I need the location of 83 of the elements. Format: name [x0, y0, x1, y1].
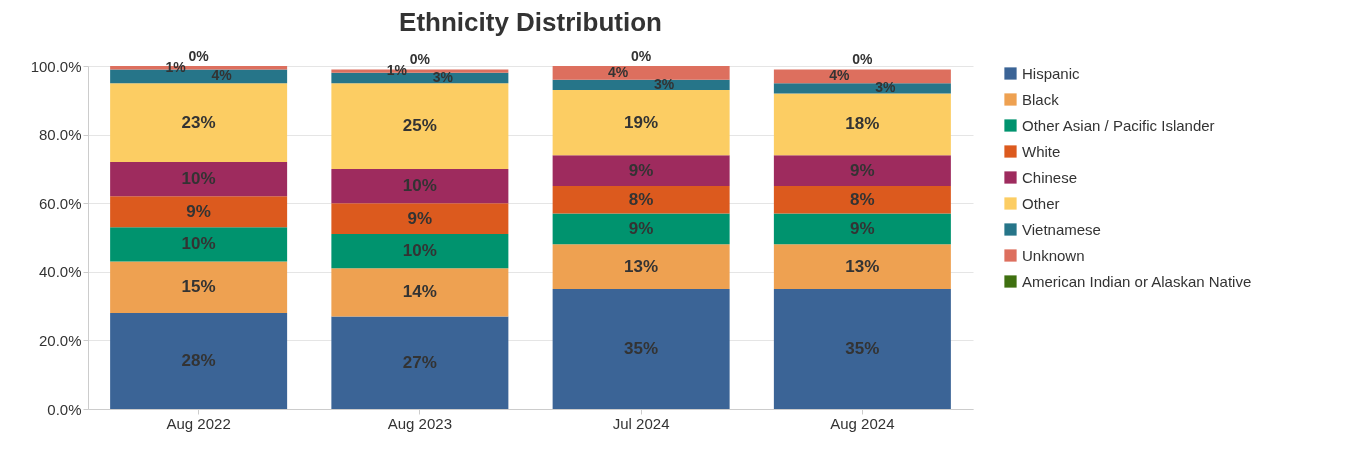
data-label: 19% — [624, 112, 659, 132]
bar — [773, 288, 951, 409]
data-label: 15% — [181, 277, 216, 297]
data-label: 18% — [845, 114, 880, 134]
bar — [552, 79, 730, 91]
bar — [552, 66, 730, 80]
bar — [331, 316, 509, 409]
bar — [773, 213, 951, 245]
bar — [110, 312, 288, 409]
bar — [331, 203, 509, 235]
bar — [552, 244, 730, 289]
legend-label: Vietnamese — [1022, 220, 1101, 238]
data-label: 13% — [624, 256, 659, 276]
bar — [773, 83, 951, 94]
bar — [331, 234, 509, 269]
legend-label: Hispanic — [1022, 64, 1081, 82]
bar — [552, 213, 730, 245]
x-tick-label: Jul 2024 — [612, 414, 670, 432]
y-tick-label: 80.0% — [38, 126, 82, 144]
legend-label: White — [1022, 142, 1061, 160]
data-label: 10% — [181, 234, 216, 254]
data-label: 9% — [628, 218, 654, 238]
bar — [110, 162, 288, 197]
bar — [552, 155, 730, 187]
legend-label: Chinese — [1022, 168, 1078, 186]
bar — [110, 83, 288, 163]
bar — [110, 196, 288, 228]
bar — [552, 288, 730, 409]
data-label: 9% — [186, 201, 211, 221]
bar — [552, 90, 730, 156]
bar — [773, 93, 951, 156]
x-tick-label: Aug 2022 — [166, 414, 231, 432]
data-label: 0% — [631, 48, 652, 64]
y-tick-label: 20.0% — [38, 331, 82, 349]
data-label: 8% — [850, 189, 875, 209]
data-label: 23% — [181, 112, 216, 132]
data-label: 3% — [875, 79, 897, 96]
bar — [331, 268, 509, 317]
y-tick-label: 60.0% — [38, 194, 82, 212]
bar — [331, 168, 509, 204]
bar — [773, 244, 951, 289]
y-tick-label: 40.0% — [38, 263, 82, 281]
data-label: 10% — [402, 176, 437, 196]
legend-label: Other — [1022, 194, 1060, 212]
data-label: 10% — [181, 169, 216, 189]
bar — [110, 227, 288, 262]
data-label: 14% — [402, 282, 437, 302]
legend-label: Other Asian / Pacific Islander — [1022, 116, 1215, 134]
bar — [331, 83, 509, 169]
data-label: 1% — [165, 58, 187, 75]
bar — [773, 69, 951, 84]
legend-label: American Indian or Alaskan Native — [1022, 272, 1252, 290]
data-label: 9% — [628, 160, 654, 180]
data-label: 25% — [402, 116, 437, 136]
data-label: 35% — [624, 338, 659, 358]
legend-label: Black — [1022, 90, 1060, 108]
bar — [773, 186, 951, 214]
data-label: 0% — [188, 48, 210, 64]
data-label: 0% — [409, 51, 431, 68]
bar — [552, 186, 730, 214]
data-label: 4% — [211, 67, 233, 84]
chart-title: Ethnicity Distribution — [399, 7, 662, 37]
y-tick-label: 100.0% — [30, 57, 82, 75]
data-label: 10% — [402, 241, 437, 261]
data-label: 0% — [852, 51, 874, 68]
bar — [110, 261, 288, 313]
data-label: 35% — [845, 338, 880, 358]
x-tick-label: Aug 2023 — [387, 414, 452, 432]
data-label: 8% — [628, 189, 654, 209]
data-label: 3% — [432, 69, 454, 85]
x-tick-label: Aug 2024 — [830, 414, 895, 432]
legend-label: Unknown — [1022, 246, 1085, 264]
y-tick-label: 0.0% — [47, 400, 82, 418]
data-label: 13% — [845, 256, 880, 276]
data-label: 9% — [850, 218, 875, 238]
data-label: 9% — [407, 208, 433, 228]
data-label: 4% — [608, 63, 629, 80]
data-label: 4% — [829, 67, 851, 84]
data-label: 9% — [850, 160, 875, 180]
data-label: 3% — [654, 75, 675, 92]
data-label: 28% — [181, 350, 216, 370]
bar — [773, 155, 951, 187]
data-label: 27% — [402, 352, 437, 372]
